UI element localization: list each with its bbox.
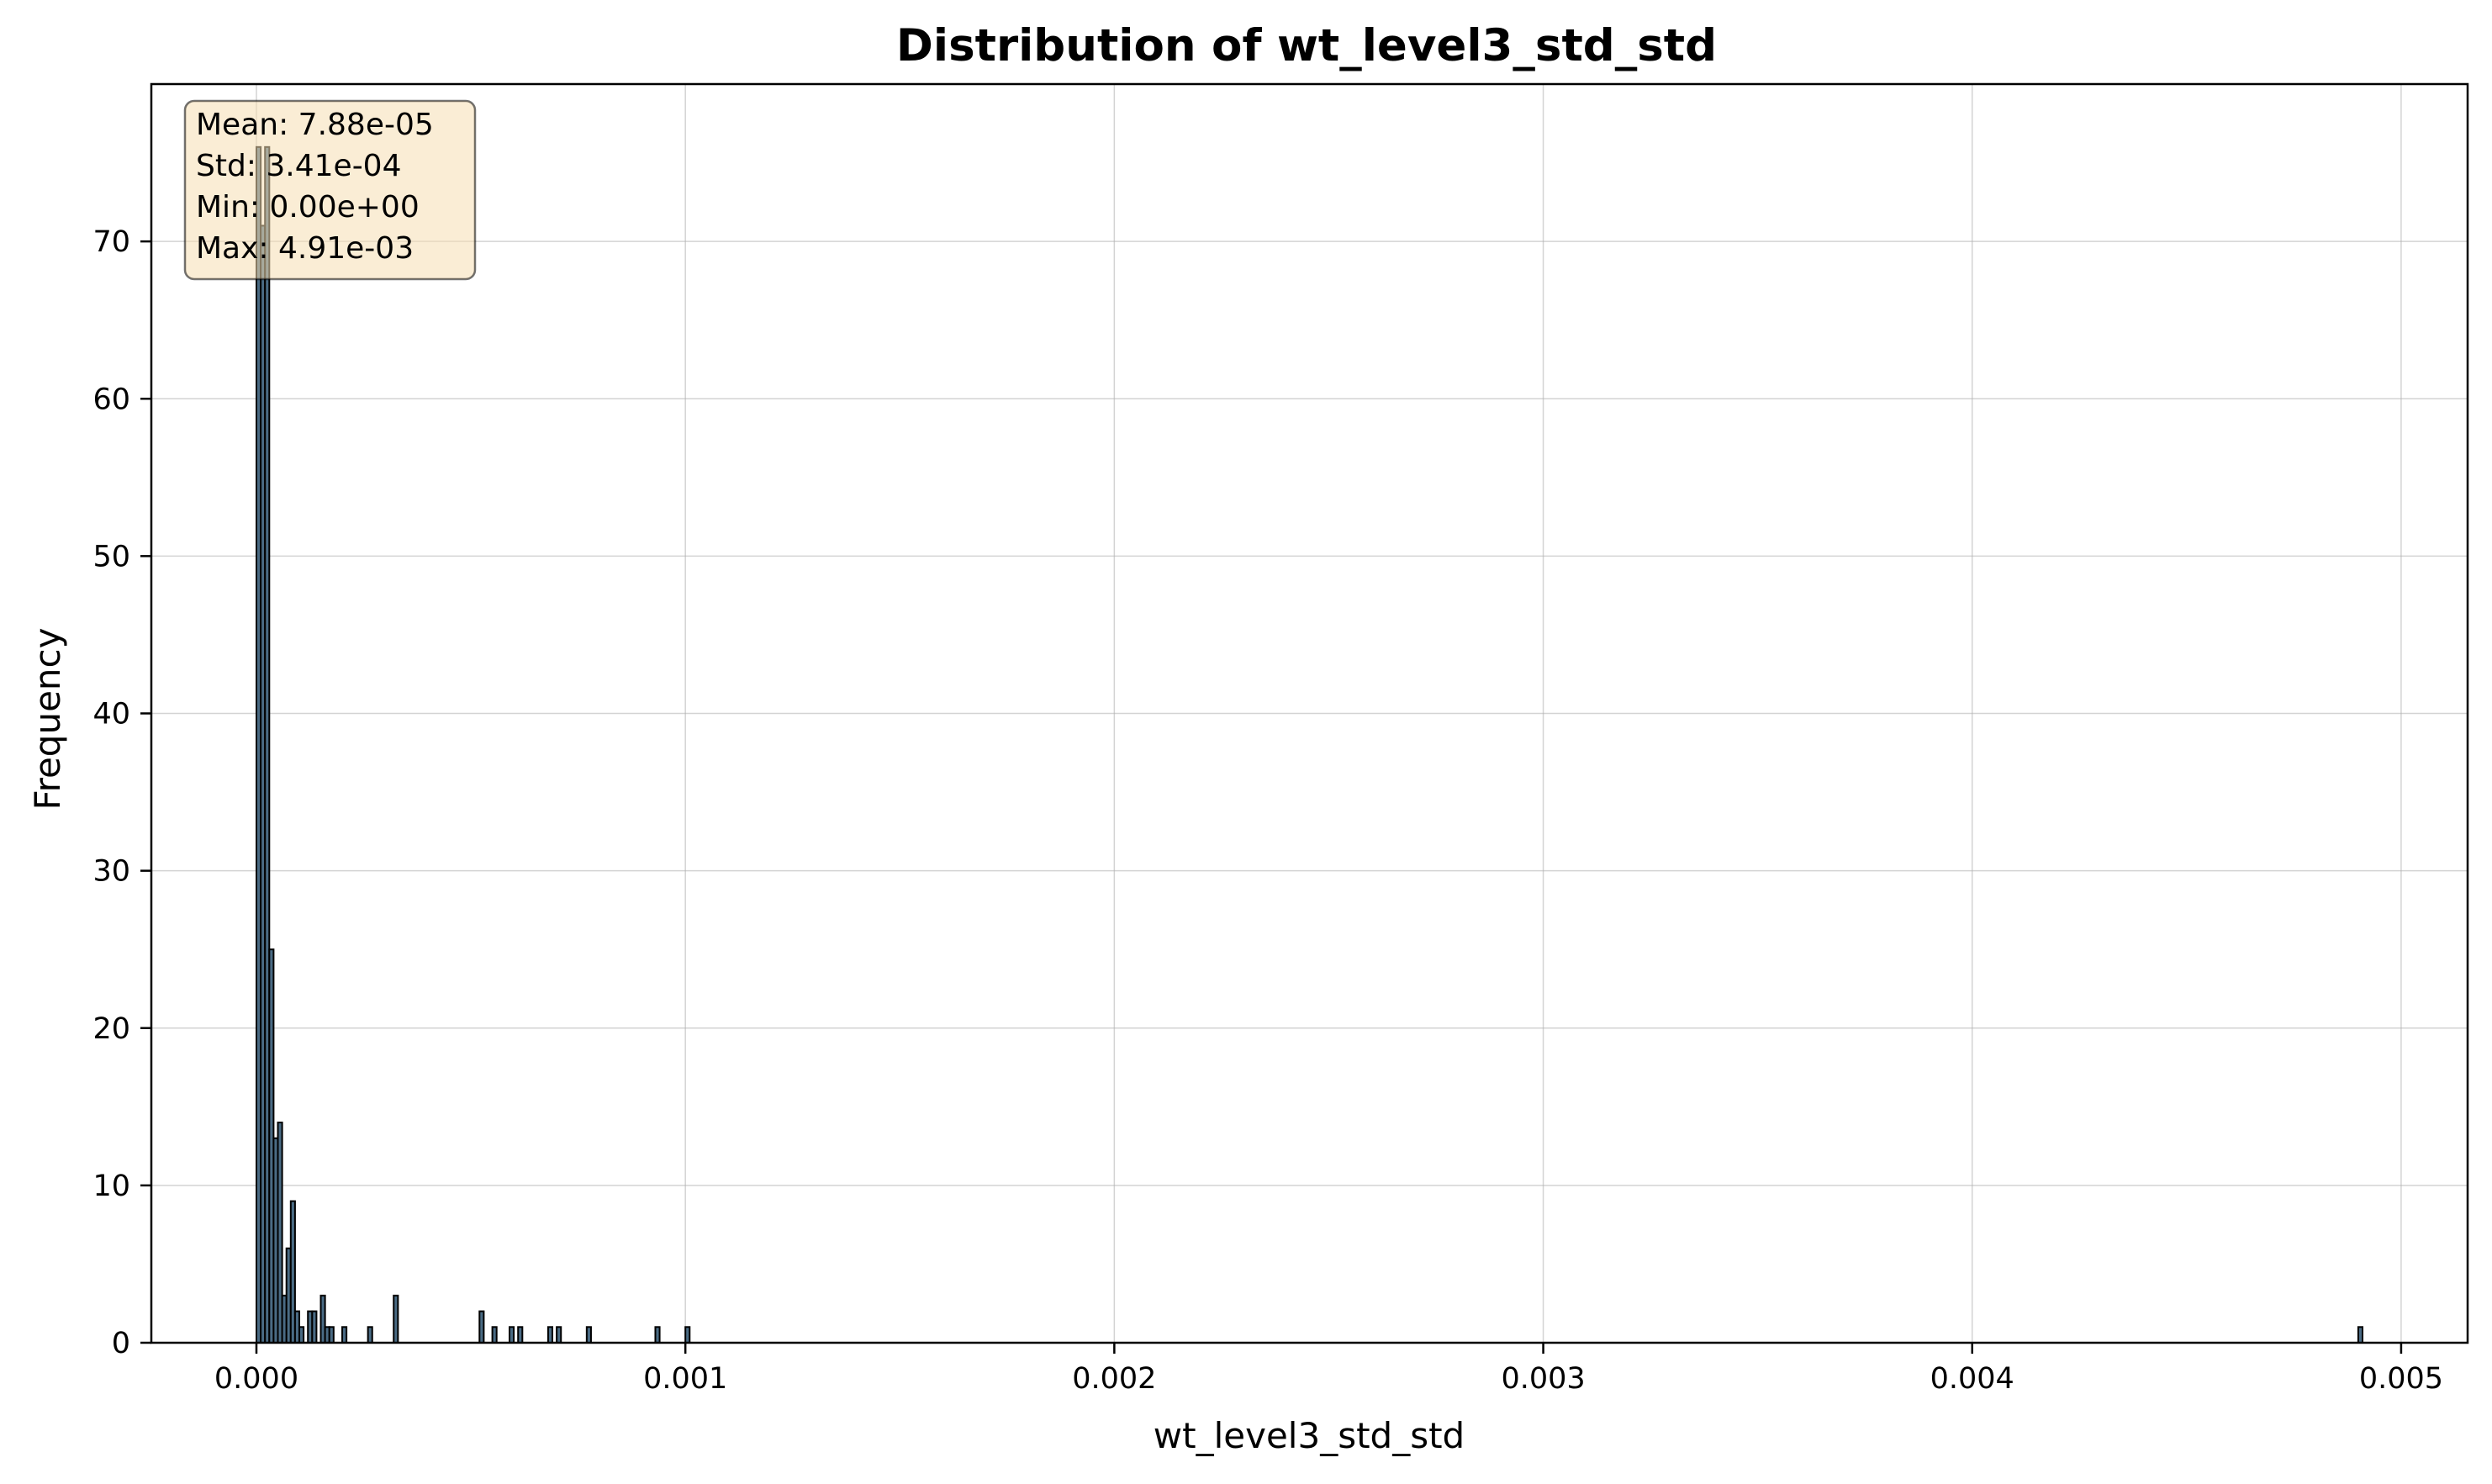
stats-max: Max: 4.91e-03 — [196, 231, 414, 266]
stats-box: Mean: 7.88e-05 Std: 3.41e-04 Min: 0.00e+… — [183, 99, 477, 281]
grid-lines — [151, 84, 2468, 1344]
x-tick-label: 0.000 — [214, 1362, 298, 1396]
histogram-bar — [491, 1326, 498, 1344]
histogram-bar — [684, 1326, 691, 1344]
x-tick-label: 0.004 — [1930, 1362, 2014, 1396]
stats-mean: Mean: 7.88e-05 — [196, 108, 434, 142]
y-axis-label: Frequency — [27, 628, 68, 811]
stats-min: Min: 0.00e+00 — [196, 190, 420, 224]
histogram-bar — [2357, 1326, 2364, 1344]
histogram-bar — [654, 1326, 661, 1344]
x-axis-ticks: 0.000 0.001 0.002 0.003 0.004 0.005 — [214, 1343, 2443, 1396]
x-tick-label: 0.001 — [643, 1362, 727, 1396]
y-tick-label: 20 — [92, 1012, 130, 1046]
histogram-bar — [546, 1326, 554, 1344]
y-tick-label: 70 — [92, 225, 130, 259]
histogram-bar — [341, 1326, 348, 1344]
histogram-bar — [556, 1326, 562, 1344]
histogram-bar — [328, 1326, 335, 1344]
stats-std: Std: 3.41e-04 — [196, 149, 402, 183]
chart-title: Distribution of wt_level3_std_std — [896, 20, 1717, 71]
y-axis-ticks: 0 10 20 30 40 50 60 70 — [92, 225, 151, 1360]
histogram-bar — [298, 1326, 305, 1344]
y-tick-label: 10 — [92, 1170, 130, 1203]
histogram-bar — [311, 1310, 318, 1344]
x-axis-label: wt_level3_std_std — [1154, 1415, 1465, 1456]
stats-box-background — [183, 99, 477, 281]
y-tick-label: 50 — [92, 540, 130, 573]
histogram-bar — [517, 1326, 524, 1344]
histogram-bar — [509, 1326, 515, 1344]
y-tick-label: 60 — [92, 383, 130, 416]
x-tick-label: 0.002 — [1072, 1362, 1156, 1396]
histogram-bar — [478, 1310, 485, 1344]
x-tick-label: 0.005 — [2359, 1362, 2443, 1396]
x-tick-label: 0.003 — [1501, 1362, 1585, 1396]
y-tick-label: 30 — [92, 855, 130, 889]
histogram-bar — [393, 1294, 399, 1344]
histogram-bar — [585, 1326, 592, 1344]
y-tick-label: 40 — [92, 698, 130, 731]
y-tick-label: 0 — [112, 1327, 130, 1360]
histogram-bar — [367, 1326, 373, 1344]
